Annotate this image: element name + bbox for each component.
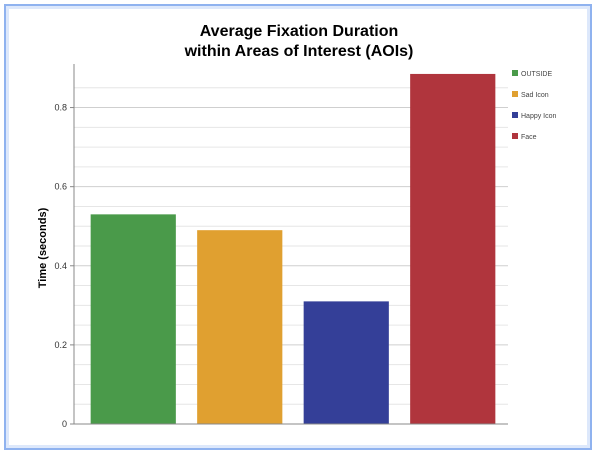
legend-label-happy-icon: Happy Icon	[521, 113, 557, 120]
bar-sad-icon	[197, 230, 283, 424]
y-axis-label: Time (seconds)	[37, 207, 49, 288]
bar-outside	[90, 214, 176, 424]
bar-happy-icon	[303, 301, 389, 424]
legend-swatch-outside	[512, 70, 518, 76]
y-axis-ticks: 0 0.2 0.4 0.6 0.8	[54, 103, 74, 429]
bars	[90, 73, 496, 424]
bar-face	[410, 73, 496, 424]
y-tick-label: 0.6	[54, 182, 67, 192]
legend-swatch-happy-icon	[512, 112, 518, 118]
legend-label-face: Face	[521, 134, 537, 141]
legend-label-sad-icon: Sad Icon	[521, 92, 549, 99]
chart-title-line-2: within Areas of Interest (AOIs)	[184, 43, 414, 60]
y-tick-label: 0.2	[54, 340, 67, 350]
legend-label-outside: OUTSIDE	[521, 71, 552, 78]
legend-swatch-sad-icon	[512, 91, 518, 97]
y-tick-label: 0.4	[54, 261, 67, 271]
axes	[73, 64, 508, 425]
y-tick-label: 0.8	[54, 103, 67, 113]
y-tick-label: 0	[62, 419, 67, 429]
chart-title-line-1: Average Fixation Duration	[200, 23, 399, 40]
legend-swatch-face	[512, 133, 518, 139]
legend: OUTSIDE Sad Icon Happy Icon Face	[512, 70, 557, 141]
